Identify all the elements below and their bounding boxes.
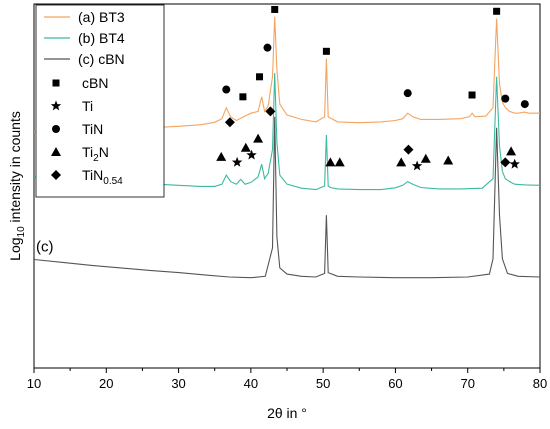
x-tick-label: 60 <box>388 376 402 391</box>
x-tick-label: 70 <box>460 376 474 391</box>
square-marker <box>256 73 264 81</box>
square-marker <box>239 93 247 101</box>
x-tick-label: 10 <box>27 376 41 391</box>
triangle-marker <box>396 157 407 167</box>
square-marker <box>493 7 501 15</box>
legend-star-icon <box>50 100 62 111</box>
y-axis-title-prefix: Log <box>7 237 23 260</box>
x-tick-label: 40 <box>244 376 258 391</box>
series-line-1 <box>33 73 541 191</box>
circle-marker <box>263 43 272 52</box>
legend-label-2: (c) cBN <box>78 51 125 67</box>
legend-triangle-icon <box>51 147 61 156</box>
diamond-marker <box>224 117 235 128</box>
legend-phase-label-0: cBN <box>82 75 108 91</box>
legend-phase-label-1: Ti <box>82 98 93 114</box>
star-marker <box>246 149 257 160</box>
circle-marker <box>403 89 412 98</box>
legend-phase-label-2: TiN <box>82 121 103 137</box>
x-tick-label: 20 <box>99 376 113 391</box>
circle-marker <box>520 100 529 109</box>
triangle-marker <box>420 153 431 163</box>
x-axis-ticks: 10 20 30 40 50 60 70 80 <box>27 368 547 391</box>
square-marker <box>468 91 476 99</box>
curve-label-2: (c) <box>36 239 54 256</box>
triangle-marker <box>253 133 264 143</box>
triangle-marker <box>443 155 454 165</box>
legend-circle-icon <box>52 125 60 133</box>
legend-phase-label-3: Ti2N <box>82 144 109 164</box>
legend-phase-label-4: TiN0.54 <box>82 167 123 187</box>
x-tick-label: 50 <box>316 376 330 391</box>
star-marker <box>411 160 423 171</box>
series-line-0 <box>33 16 540 133</box>
phase-markers <box>138 5 529 171</box>
triangle-marker <box>240 142 251 152</box>
square-marker <box>322 47 330 55</box>
series-line-2 <box>33 116 541 279</box>
legend-diamond-icon <box>51 170 61 180</box>
diamond-marker <box>403 144 414 155</box>
y-axis-title: Log10 intensity in counts <box>7 111 27 261</box>
legend-square-icon <box>52 79 60 87</box>
legend-label-1: (b) BT4 <box>78 30 125 46</box>
legend: (a) BT3 (b) BT4 (c) cBN cBN Ti TiN Ti2N TiN0.5… <box>35 4 165 198</box>
x-tick-label: 30 <box>171 376 185 391</box>
xrd-curves <box>33 16 541 279</box>
y-axis-title-suffix: intensity in counts <box>7 111 23 226</box>
square-marker <box>271 5 279 13</box>
star-marker <box>509 158 520 169</box>
legend-series: (a) BT3 (b) BT4 (c) cBN <box>44 9 125 67</box>
triangle-marker <box>334 157 345 167</box>
x-axis-title: 2θ in ° <box>267 405 307 421</box>
legend-phases: cBN Ti TiN Ti2N TiN0.54 <box>50 75 123 187</box>
legend-label-0: (a) BT3 <box>78 9 125 25</box>
triangle-marker <box>506 146 517 156</box>
triangle-marker <box>325 157 336 167</box>
star-marker <box>231 156 243 167</box>
diamond-marker <box>500 157 511 168</box>
legend-box <box>35 4 165 198</box>
y-axis-title-sub: 10 <box>16 226 27 238</box>
circle-marker <box>501 94 510 103</box>
circle-marker <box>222 85 231 94</box>
x-tick-label: 80 <box>533 376 547 391</box>
diamond-marker <box>265 106 276 117</box>
triangle-marker <box>216 151 227 161</box>
